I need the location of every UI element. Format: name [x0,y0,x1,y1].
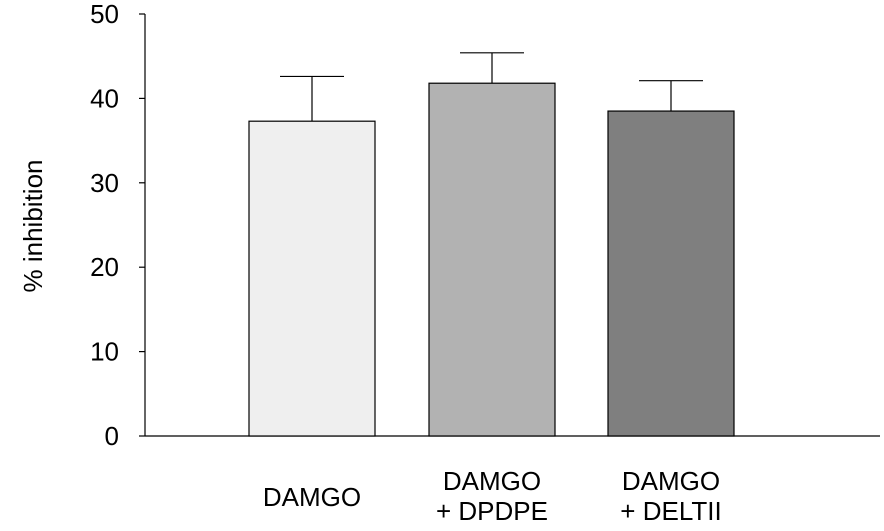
y-tick-label: 0 [105,421,119,451]
x-category-label: DAMGO [263,482,361,512]
y-tick-label: 10 [90,337,119,367]
y-tick-label: 50 [90,0,119,29]
y-axis-label: % inhibition [18,160,48,293]
bar [248,120,376,437]
y-tick-label: 20 [90,252,119,282]
x-category-label: + DELTII [620,496,721,526]
y-tick-label: 40 [90,83,119,113]
bar [607,110,735,437]
x-category-label: + DPDPE [436,496,548,526]
bar [428,82,556,437]
error-bars [280,52,703,122]
y-tick-label: 30 [90,168,119,198]
bars [248,82,735,437]
y-ticks: 0 10 20 30 40 50 [90,0,145,451]
x-category-label: DAMGO [622,466,720,496]
x-category-label: DAMGO [443,466,541,496]
